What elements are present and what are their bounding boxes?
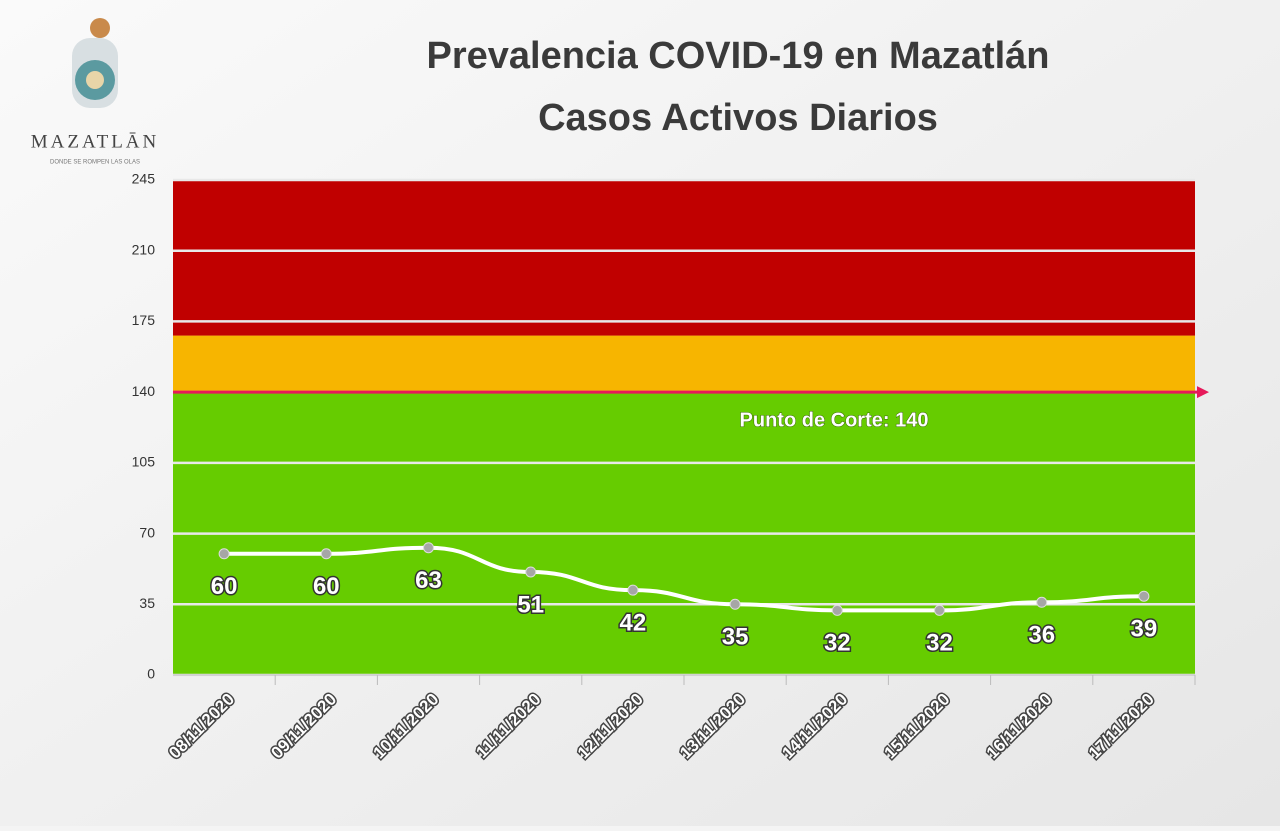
data-point: [218, 548, 230, 560]
logo: MAZATLĀN DONDE SE ROMPEN LAS OLAS: [31, 18, 160, 166]
chart-title: Prevalencia COVID-19 en Mazatlán: [426, 35, 1049, 77]
value-label: 36: [1028, 622, 1055, 649]
value-label: 51: [517, 591, 544, 618]
value-label: 32: [824, 630, 851, 657]
data-point: [1036, 596, 1048, 608]
value-label: 60: [211, 573, 238, 600]
chart-subtitle: Casos Activos Diarios: [538, 97, 938, 139]
y-tick-label: 175: [132, 312, 156, 328]
logo-name: MAZATLĀN: [31, 131, 160, 152]
y-tick-label: 35: [139, 595, 155, 611]
threshold-arrow: [1197, 386, 1209, 399]
data-point: [729, 598, 741, 610]
value-label: 60: [313, 573, 340, 600]
value-label: 35: [722, 624, 749, 651]
value-label: 63: [415, 567, 442, 594]
zone-band: [173, 180, 1195, 336]
data-point: [525, 566, 537, 578]
data-point: [423, 542, 434, 554]
value-label: 39: [1131, 616, 1158, 643]
y-tick-label: 70: [139, 524, 155, 540]
threshold-label: Punto de Corte: 140: [740, 409, 929, 431]
zone-band: [173, 335, 1195, 393]
value-label: 32: [926, 630, 953, 657]
y-tick-label: 140: [132, 383, 156, 399]
series-line: [224, 545, 1144, 613]
data-point: [627, 584, 639, 596]
data-point: [934, 604, 945, 616]
data-point: [320, 548, 332, 560]
y-tick-label: 245: [132, 171, 156, 187]
y-tick-label: 0: [147, 666, 155, 682]
y-tick-label: 105: [132, 454, 156, 470]
data-point: [831, 604, 843, 616]
logo-tagline: DONDE SE ROMPEN LAS OLAS: [50, 160, 140, 166]
y-tick-label: 210: [132, 241, 156, 257]
data-point: [1138, 590, 1150, 602]
value-label: 42: [620, 609, 647, 636]
